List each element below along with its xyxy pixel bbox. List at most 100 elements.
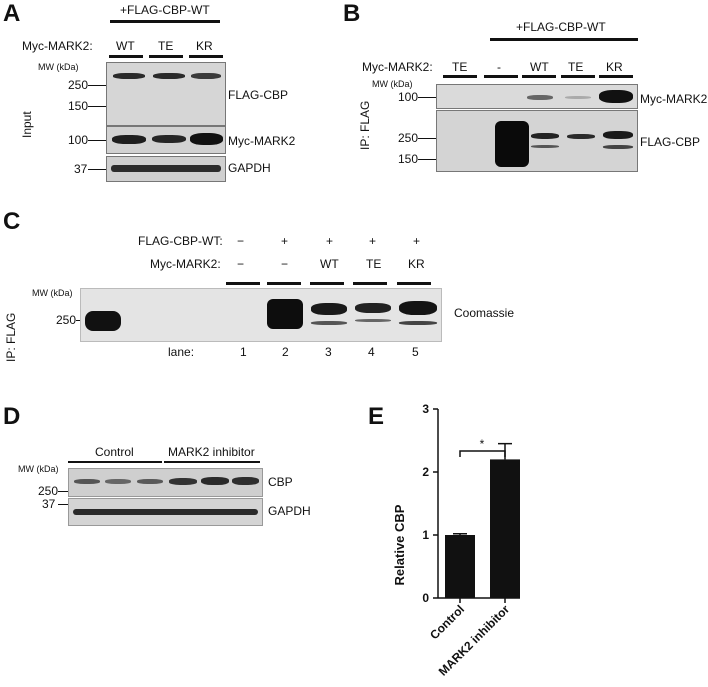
band bbox=[355, 319, 391, 322]
panel-b-mw-100-tick bbox=[418, 97, 436, 98]
panel-a-letter: A bbox=[3, 0, 21, 27]
panel-a-lane-bar-2 bbox=[149, 55, 183, 58]
panel-b-lane-bar-1 bbox=[443, 75, 477, 78]
panel-a-mw-title: MW (kDa) bbox=[38, 62, 79, 72]
panel-b-header: +FLAG-CBP-WT bbox=[516, 20, 606, 34]
y-tick-label: 3 bbox=[422, 402, 429, 416]
panel-c-row1-1: − bbox=[237, 234, 245, 248]
significance-bracket bbox=[459, 450, 506, 457]
band bbox=[355, 303, 391, 313]
panel-c-row1-3: + bbox=[326, 234, 334, 248]
band bbox=[599, 90, 633, 103]
panel-a-side-label: Input bbox=[20, 111, 34, 138]
panel-a-mw-100: 100 bbox=[68, 133, 89, 147]
panel-c-lane-num-3: 3 bbox=[325, 345, 332, 359]
panel-a-row-label: Myc-MARK2: bbox=[22, 39, 93, 53]
panel-b-mw-100: 100 bbox=[398, 90, 419, 104]
band bbox=[113, 73, 145, 79]
panel-b-mw-250-tick bbox=[418, 138, 436, 139]
band bbox=[567, 134, 595, 139]
panel-b-lane-bar-2 bbox=[484, 75, 518, 78]
band bbox=[190, 133, 223, 145]
panel-c-lane-bar-4 bbox=[353, 282, 387, 285]
panel-a-blot-flag-cbp bbox=[106, 62, 226, 126]
panel-b-lane-bar-3 bbox=[522, 75, 556, 78]
panel-a-blot-gapdh bbox=[106, 156, 226, 182]
panel-c-row1-5: + bbox=[413, 234, 421, 248]
y-tick-label: 2 bbox=[422, 465, 429, 479]
panel-b-letter: B bbox=[343, 0, 361, 27]
panel-a-lane-te: TE bbox=[158, 39, 174, 53]
panel-a-header: +FLAG-CBP-WT bbox=[120, 3, 210, 17]
chart-ylabel: Relative CBP bbox=[392, 504, 407, 585]
band bbox=[603, 145, 633, 149]
panel-c-row1-4: + bbox=[369, 234, 377, 248]
band bbox=[399, 301, 437, 315]
panel-b-blot-label-myc-mark2: Myc-MARK2 bbox=[640, 92, 708, 106]
band bbox=[137, 479, 163, 484]
band bbox=[267, 299, 303, 329]
panel-d-mw-250-tick bbox=[58, 491, 68, 492]
panel-c-row1-2: + bbox=[281, 234, 289, 248]
panel-b-lane-bar-5 bbox=[599, 75, 633, 78]
panel-c-blot-coomassie bbox=[80, 288, 442, 342]
panel-b-lane-5: KR bbox=[606, 60, 623, 74]
panel-b-lane-3: WT bbox=[530, 60, 549, 74]
panel-a-blot-label-gapdh: GAPDH bbox=[228, 161, 271, 175]
y-tick-label: 0 bbox=[422, 591, 429, 605]
bar-0 bbox=[445, 535, 475, 598]
band bbox=[153, 73, 185, 79]
panel-b-lane-4: TE bbox=[568, 60, 584, 74]
panel-c-mw-250: 250 bbox=[56, 313, 77, 327]
panel-d-group-control: Control bbox=[95, 445, 134, 459]
panel-d-group-bar-inhibitor bbox=[164, 461, 260, 463]
panel-d-blot-label-gapdh: GAPDH bbox=[268, 504, 311, 518]
y-tick-label: 1 bbox=[422, 528, 429, 542]
band bbox=[531, 133, 559, 139]
panel-b-blot-label-flag-cbp: FLAG-CBP bbox=[640, 135, 701, 149]
panel-c-row2-label: Myc-MARK2: bbox=[150, 257, 221, 271]
band bbox=[152, 135, 186, 143]
panel-d-mw-title: MW (kDa) bbox=[18, 464, 59, 474]
panel-a-lane-bar-3 bbox=[189, 55, 223, 58]
panel-b-header-bar bbox=[490, 38, 638, 41]
panel-c-lane-bar-5 bbox=[397, 282, 431, 285]
significance-star: * bbox=[480, 437, 485, 451]
panel-c-lane-num-4: 4 bbox=[368, 345, 375, 359]
panel-a-blot-myc-mark2 bbox=[106, 126, 226, 154]
panel-a-mw-250: 250 bbox=[68, 78, 89, 92]
panel-b-side-label: IP: FLAG bbox=[358, 100, 372, 150]
band bbox=[85, 311, 121, 331]
panel-c-lane-num-2: 2 bbox=[282, 345, 289, 359]
panel-b-mw-250: 250 bbox=[398, 131, 419, 145]
panel-a-mw-150: 150 bbox=[68, 99, 89, 113]
panel-c-lane-num-5: 5 bbox=[412, 345, 419, 359]
panel-a-mw-37-tick bbox=[88, 169, 106, 170]
panel-a-lane-wt: WT bbox=[116, 39, 135, 53]
panel-c-letter: C bbox=[3, 208, 21, 235]
panel-a-lane-kr: KR bbox=[196, 39, 213, 53]
panel-c-row2-2: − bbox=[281, 257, 289, 271]
panel-b-lane-bar-4 bbox=[561, 75, 595, 78]
panel-b-lane-1: TE bbox=[452, 60, 468, 74]
panel-c-row2-5: KR bbox=[408, 257, 425, 271]
panel-d-blot-label-cbp: CBP bbox=[268, 475, 293, 489]
panel-d-blot-gapdh bbox=[68, 498, 263, 526]
panel-a-blot-label-flag-cbp: FLAG-CBP bbox=[228, 88, 289, 102]
panel-d-mw-37-tick bbox=[58, 504, 68, 505]
bar-1 bbox=[490, 459, 520, 598]
band bbox=[105, 479, 131, 484]
panel-c-row2-4: TE bbox=[366, 257, 382, 271]
panel-a-blot-label-myc-mark2: Myc-MARK2 bbox=[228, 134, 296, 148]
x-category-label: Control bbox=[427, 602, 467, 642]
panel-b-mw-title: MW (kDa) bbox=[372, 79, 413, 89]
panel-c-lane-label: lane: bbox=[168, 345, 195, 359]
band bbox=[603, 131, 633, 139]
band bbox=[565, 96, 591, 99]
band bbox=[531, 145, 559, 148]
band bbox=[311, 321, 347, 325]
panel-c-side-label: IP: FLAG bbox=[4, 312, 18, 362]
band bbox=[232, 477, 259, 485]
band bbox=[112, 135, 146, 144]
